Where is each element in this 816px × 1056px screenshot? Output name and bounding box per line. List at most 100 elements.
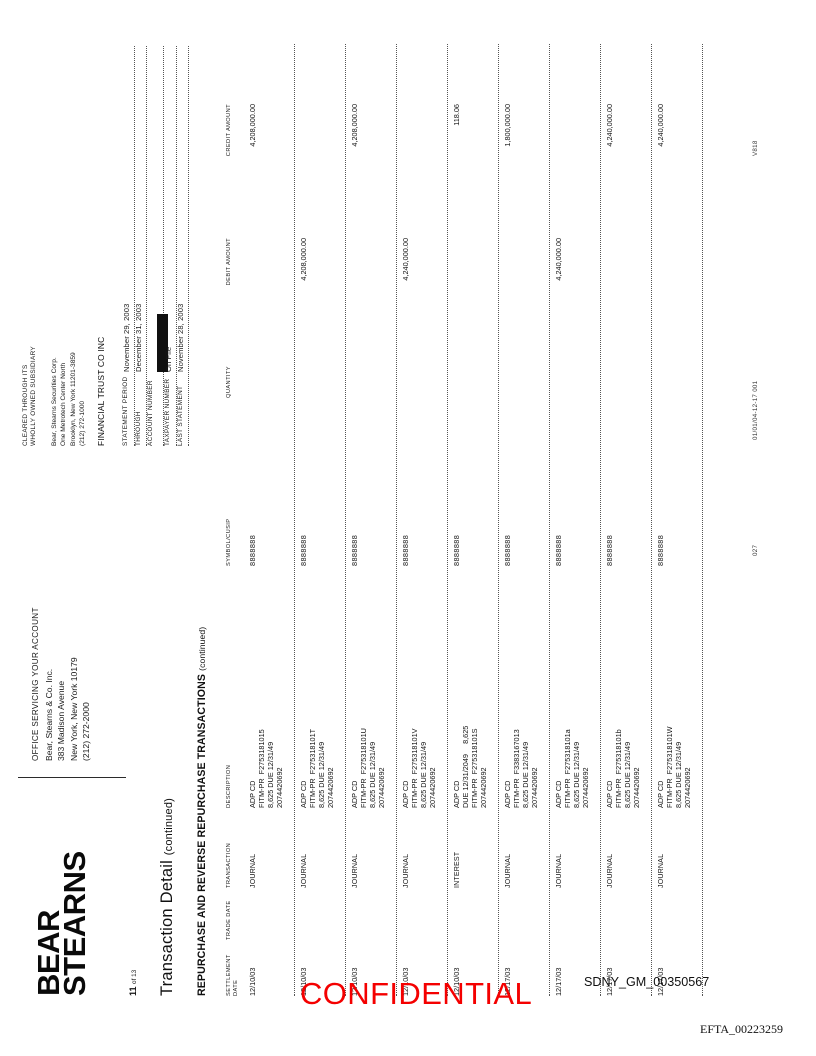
table-row: 12/10/03 JOURNAL ADP CD FITM-PR F275318101… [397,44,448,996]
cell-credit-amount: 118.06 [452,104,461,126]
cell-symbol-cusip: 8888888 [554,534,563,566]
cell-symbol-cusip: 8888888 [299,534,308,566]
table-row: 12/17/03 JOURNAL ADP CD FITM-PR F338316701… [499,44,550,996]
footer-code-right: V818 [752,140,759,156]
office-phone: (212) 272-2000 [81,702,92,761]
cell-settlement-date: 12/17/03 [554,967,563,996]
meta-label: TAXPAYER NUMBER [164,378,171,446]
page-number-of: of 13 [131,969,138,984]
subsection-title-text: REPURCHASE AND REVERSE REPURCHASE TRANSA… [196,673,208,996]
cell-symbol-cusip: 8888888 [452,534,461,566]
meta-label: THROUGH [134,411,142,446]
cell-transaction-type: JOURNAL [402,853,410,888]
logo-line-2: STEARNS [57,851,92,996]
section-title-text: Transaction Detail [158,860,176,996]
column-header-transaction: TRANSACTION [226,842,232,888]
page-number: 11 of 13 [128,970,138,996]
table-row: 12/17/03 JOURNAL ADP CD FITM-PR F275318101… [652,44,703,996]
cell-description: ADP CD FITM-PR F275318101a 8,625 DUE 12/… [554,729,590,808]
header-divider-rule [18,777,126,778]
column-header-quantity: QUANTITY [226,366,232,398]
meta-row-statement-period: STATEMENT PERIOD November 29, 2003 [122,46,135,446]
column-header-credit-amount: CREDIT AMOUNT [226,104,232,157]
cell-description: ADP CD DUE 12/31/2049 8,625 FITM-PR F275… [452,725,488,808]
column-header-symbol-cusip: SYMBOL/CUSIP [226,518,232,566]
cell-debit-amount: 4,240,000.00 [401,238,410,281]
office-city: New York, New York 10179 [68,657,79,761]
cleared-line-1: CLEARED THROUGH ITS [22,364,29,446]
cell-symbol-cusip: 8888888 [248,534,257,566]
table-row: 12/10/03 JOURNAL ADP CD FITM-PR F275318101… [346,44,397,996]
meta-row-account-number: ACCOUNT NUMBER [147,46,168,446]
meta-row-last-statement: LAST STATEMENT November 28, 2003 [176,46,189,446]
cell-description: ADP CD FITM-PR F275318101V 8,625 DUE 12/… [401,728,437,809]
cell-description: ADP CD FITM-PR F275318101T 8,625 DUE 12/… [299,728,335,808]
statement-meta-block: STATEMENT PERIOD November 29, 2003 THROU… [122,46,189,446]
cell-debit-amount: 4,240,000.00 [554,238,563,281]
section-title: Transaction Detail (continued) [158,798,177,996]
subsection-title: REPURCHASE AND REVERSE REPURCHASE TRANSA… [196,627,208,996]
meta-value: On File [163,346,173,372]
clearing-addr-1: Bear, Stearns Securities Corp. [51,357,58,446]
page-number-value: 11 [128,986,138,996]
meta-value: November 29, 2003 [121,303,131,372]
cell-transaction-type: JOURNAL [504,853,512,888]
bates-number: SDNY_GM_00350567 [584,975,710,989]
cell-description: ADP CD FITM-PR F275318101W 8,625 DUE 12/… [656,726,692,808]
cell-credit-amount: 4,240,000.00 [605,104,614,147]
cell-description: ADP CD FITM-PR F275318101b 8,625 DUE 12/… [605,729,641,808]
cell-transaction-type: JOURNAL [300,853,308,888]
cell-transaction-type: JOURNAL [555,853,563,888]
cell-credit-amount: 4,208,000.00 [350,104,359,147]
cell-transaction-type: JOURNAL [351,853,359,888]
subsection-title-note: (continued) [197,626,207,671]
cell-description: ADP CD FITM-PR F275318101U 8,625 DUE 12/… [350,728,386,808]
cell-credit-amount: 4,240,000.00 [656,104,665,147]
account-holder-name: FINANCIAL TRUST CO INC [96,336,106,446]
confidential-stamp: CONFIDENTIAL [300,976,533,1011]
clearing-addr-2: One Metrotech Center North [60,362,68,446]
meta-label: STATEMENT PERIOD [122,376,129,446]
cell-symbol-cusip: 8888888 [350,534,359,566]
column-header-settlement-date: SETTLEMENT DATE [226,954,239,996]
meta-row-taxpayer-number: TAXPAYER NUMBER On File [164,46,177,446]
table-header-row: SETTLEMENT DATE TRADE DATE TRANSACTION D… [226,44,244,996]
column-header-description: DESCRIPTION [226,764,232,808]
column-header-trade-date: TRADE DATE [226,900,232,940]
meta-label: LAST STATEMENT [176,385,184,446]
table-row: 12/10/03 JOURNAL ADP CD FITM-PR F275318101… [295,44,346,996]
table-row: 12/10/03 JOURNAL ADP CD FITM-PR F275318101… [244,44,295,996]
cell-transaction-type: INTEREST [453,851,461,888]
cell-transaction-type: JOURNAL [249,853,257,888]
table-body: 12/10/03 JOURNAL ADP CD FITM-PR F275318101… [244,44,703,996]
cell-credit-amount: 4,208,000.00 [248,104,257,147]
office-servicing-block: OFFICE SERVICING YOUR ACCOUNT Bear, Stea… [30,607,93,761]
table-row: 12/17/03 JOURNAL ADP CD FITM-PR F275318101… [550,44,601,996]
office-street: 383 Madison Avenue [56,680,67,761]
office-heading: OFFICE SERVICING YOUR ACCOUNT [31,607,40,761]
bear-stearns-logo: BEAR STEARNS [31,851,92,996]
meta-label: ACCOUNT NUMBER [147,380,154,446]
meta-value: November 28, 2003 [176,303,185,372]
cell-symbol-cusip: 8888888 [656,534,665,566]
clearing-addr-3: Brooklyn, New York 11201-3859 [69,352,77,446]
footer-code-middle: 01/01/04-12-17 001 [752,380,759,440]
cell-debit-amount: 4,208,000.00 [299,238,308,281]
footer-code-left: 027 [752,544,759,556]
meta-row-through: THROUGH December 31, 2003 [134,46,147,446]
cell-symbol-cusip: 8888888 [605,534,614,566]
cell-transaction-type: JOURNAL [657,853,665,888]
cell-description: ADP CD FITM-PR F2753181015 8,625 DUE 12/… [248,729,284,808]
meta-value: December 31, 2003 [134,303,143,372]
clearing-firm-address: Bear, Stearns Securities Corp. One Metro… [50,352,87,446]
column-header-debit-amount: DEBIT AMOUNT [226,238,232,286]
transaction-table: SETTLEMENT DATE TRADE DATE TRANSACTION D… [226,44,703,996]
section-title-note: (continued) [163,798,175,856]
cell-description: ADP CD FITM-PR F3383167013 8,625 DUE 12/… [503,729,539,808]
clearing-addr-4: (212) 272-1000 [78,400,86,446]
exhibit-number: EFTA_00223259 [700,1022,784,1036]
office-name: Bear, Stearns & Co. Inc. [43,668,54,761]
cleared-line-2: WHOLLY OWNED SUBSIDIARY [30,346,38,446]
